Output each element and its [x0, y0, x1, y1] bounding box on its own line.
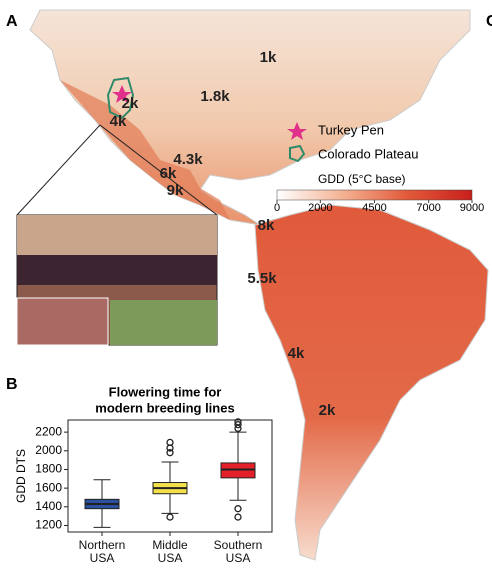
north-america: [29, 9, 471, 226]
mexico-shading: [60, 80, 230, 220]
photo-vegetation: [110, 300, 217, 345]
colorbar-title: GDD (5°C base): [318, 172, 406, 186]
map-label: 4k: [110, 113, 127, 130]
callout-line: [16, 124, 101, 216]
colorbar-tick-label: 0: [274, 202, 280, 214]
y-tick-label: 1400: [35, 499, 62, 513]
chart-title: modern breeding lines: [95, 400, 234, 415]
panel-label: A: [6, 13, 18, 30]
legend-label: Colorado Plateau: [318, 146, 418, 161]
y-tick-label: 2000: [35, 443, 62, 457]
outlier: [166, 449, 174, 457]
map-label: 2k: [319, 402, 336, 419]
map-label: 4.3k: [173, 151, 203, 168]
colorbar-tick-label: 9000: [460, 202, 484, 214]
y-axis-label: GDD DTS: [14, 449, 28, 503]
panel-label: C: [486, 13, 492, 30]
colorbar-tick-label: 4500: [362, 202, 386, 214]
x-tick-label: Southern USA: [213, 538, 263, 565]
x-tick-label: Middle USA: [152, 538, 188, 565]
map-label: 8k: [258, 217, 275, 234]
map-label: 1k: [260, 49, 277, 66]
colorbar-tick-label: 2000: [308, 202, 332, 214]
colorbar: [276, 189, 473, 201]
outlier: [234, 505, 242, 513]
outlier: [234, 418, 242, 426]
turkey-pen-star: [112, 85, 132, 103]
legend-star: [287, 122, 307, 140]
outlier: [234, 513, 242, 521]
legend-label: Turkey Pen: [318, 122, 384, 137]
chart-title: Flowering time for: [109, 384, 222, 399]
legend-plateau: [289, 144, 306, 163]
map-label: 4k: [288, 345, 305, 362]
photo-inset: [16, 297, 109, 346]
map-label: 5.5k: [247, 270, 277, 287]
outlier: [166, 438, 174, 447]
y-tick-label: 1800: [35, 462, 62, 476]
y-tick-label: 1600: [35, 480, 62, 494]
outlier: [166, 513, 174, 521]
colorado-plateau: [106, 76, 135, 120]
y-tick-label: 2200: [35, 424, 62, 438]
map-label: 9k: [167, 182, 184, 199]
map-label: 2k: [122, 95, 139, 112]
photo-alcove: [17, 255, 217, 285]
map-label: 6k: [160, 165, 177, 182]
callout-line: [99, 124, 218, 216]
x-tick-label: Northern USA: [78, 538, 126, 565]
map-label: 1.8k: [200, 88, 230, 105]
outlier: [234, 421, 242, 429]
y-tick-label: 1200: [35, 518, 62, 532]
south-america: [254, 204, 489, 561]
panel-label: B: [6, 376, 18, 393]
colorbar-tick-label: 7000: [416, 202, 440, 214]
photo-cliff: [17, 215, 217, 255]
